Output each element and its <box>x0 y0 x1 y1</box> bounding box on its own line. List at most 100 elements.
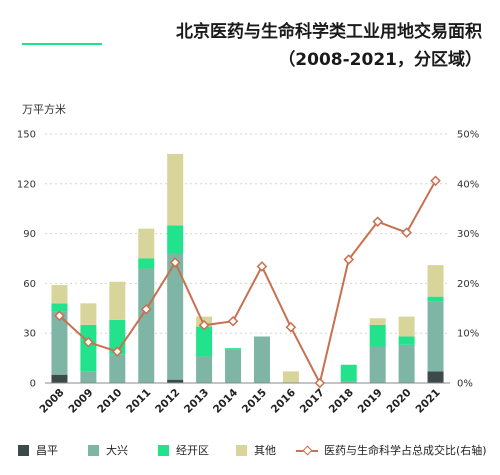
y-axis-ticks: 0 30 60 90 120 150 <box>17 130 36 390</box>
legend-item-jingkai: 经开区 <box>158 441 209 459</box>
grid-lines <box>45 133 450 334</box>
bar-daxing <box>80 371 97 383</box>
bar-other <box>369 318 386 325</box>
chart-title-line2: （2008-2021，分区域） <box>278 50 482 70</box>
x-tick-label: 2015 <box>240 387 269 416</box>
legend-swatch-jingkai <box>158 444 169 456</box>
x-tick-label: 2019 <box>356 387 385 416</box>
x-tick-label: 2013 <box>182 387 211 416</box>
bar-jingkai <box>80 324 97 372</box>
bar-other <box>51 285 68 304</box>
y2-tick-label: 30% <box>457 229 479 240</box>
bar-other <box>138 228 155 259</box>
bar-daxing <box>427 301 444 372</box>
y2-tick-label: 0% <box>457 379 473 390</box>
accent-line <box>22 43 102 45</box>
y-tick-label: 120 <box>17 179 36 190</box>
bar-daxing <box>369 346 386 383</box>
legend-swatch-ratio-line <box>296 445 318 456</box>
x-tick-label: 2010 <box>95 387 124 416</box>
y-tick-label: 30 <box>23 329 36 340</box>
y2-tick-label: 40% <box>457 179 479 190</box>
ratio-line-marker <box>227 315 239 327</box>
bar-other <box>80 303 97 325</box>
bar-jingkai <box>225 348 242 350</box>
bar-daxing <box>398 344 415 383</box>
x-tick-label: 2012 <box>153 387 182 416</box>
legend-item-ratio-line: 医药与生命科学占总成交比(右轴) <box>296 441 487 459</box>
bar-daxing <box>109 354 126 383</box>
ratio-line <box>54 175 441 389</box>
ratio-line-marker <box>83 336 94 348</box>
bar-changping <box>167 379 184 383</box>
y-tick-label: 150 <box>17 130 36 141</box>
bar-daxing <box>225 349 242 383</box>
legend-swatch-other <box>236 444 247 456</box>
bar-jingkai <box>51 303 68 312</box>
legend-label-other: 其他 <box>254 444 276 457</box>
bar-jingkai <box>167 225 184 254</box>
bar-jingkai <box>369 324 386 347</box>
bar-other <box>427 265 444 297</box>
legend-item-changping: 昌平 <box>18 441 58 459</box>
bar-changping <box>427 371 444 383</box>
legend-item-other: 其他 <box>236 441 276 459</box>
chart-title-line1: 北京医药与生命科学类工业用地交易面积 <box>176 22 482 42</box>
x-tick-label: 2018 <box>327 387 356 416</box>
bar-jingkai <box>138 258 155 269</box>
y-tick-label: 0 <box>30 379 36 390</box>
ratio-line-marker <box>314 377 326 389</box>
ratio-line-marker <box>372 216 383 227</box>
legend-label-daxing: 大兴 <box>106 444 128 457</box>
ratio-line-marker <box>140 303 152 315</box>
bar-other <box>109 281 126 320</box>
legend-label-changping: 昌平 <box>36 444 58 457</box>
x-axis-ticks: 2008 2009 2010 2011 2012 2013 2014 2015 2016 2017… <box>37 387 442 416</box>
legend-swatch-daxing <box>88 444 99 456</box>
bar-daxing <box>138 268 155 383</box>
bar-daxing <box>167 253 184 380</box>
ratio-line-marker <box>256 261 268 272</box>
x-tick-label: 2021 <box>413 387 442 416</box>
bar-daxing <box>253 336 270 383</box>
bar-jingkai <box>427 296 444 302</box>
legend-swatch-changping <box>18 444 29 456</box>
x-tick-label: 2009 <box>66 387 95 416</box>
y2-tick-label: 20% <box>457 279 479 290</box>
legend: 昌平 大兴 经开区 其他 医药与生命科学占总成交比(右轴) <box>18 441 498 459</box>
bar-other <box>167 153 184 226</box>
x-tick-label: 2016 <box>269 387 298 416</box>
x-tick-label: 2008 <box>37 387 66 416</box>
bar-jingkai <box>196 326 213 357</box>
ratio-line-marker <box>169 257 181 268</box>
ratio-line-marker <box>430 175 441 187</box>
bar-jingkai <box>340 364 357 382</box>
ratio-line-marker <box>401 227 412 238</box>
ratio-line-marker <box>285 321 297 333</box>
y-tick-label: 90 <box>23 229 36 240</box>
legend-label-ratio-line: 医药与生命科学占总成交比(右轴) <box>324 444 487 457</box>
y-tick-label: 60 <box>23 279 36 290</box>
y-axis-label: 万平方米 <box>22 103 66 116</box>
legend-item-daxing: 大兴 <box>88 441 128 459</box>
chart-title: 北京医药与生命科学类工业用地交易面积 （2008-2021，分区域） <box>176 18 482 74</box>
bar-other <box>282 371 299 383</box>
bar-daxing <box>51 311 68 375</box>
x-tick-label: 2014 <box>211 387 240 416</box>
ratio-line-marker <box>198 319 210 331</box>
ratio-line-marker <box>54 310 65 322</box>
bar-changping <box>51 374 68 383</box>
ratio-line-path <box>58 180 437 386</box>
x-tick-label: 2020 <box>385 387 414 416</box>
bar-daxing <box>340 381 357 383</box>
bar-jingkai <box>398 336 415 345</box>
bar-daxing <box>196 356 213 383</box>
y2-axis-ticks: 0% 10% 20% 30% 40% 50% <box>457 130 479 390</box>
y2-tick-label: 50% <box>457 130 479 141</box>
x-tick-label: 2011 <box>124 387 153 416</box>
ratio-line-marker <box>112 346 123 357</box>
x-tick-label: 2017 <box>298 387 327 416</box>
y2-tick-label: 10% <box>457 329 479 340</box>
legend-label-jingkai: 经开区 <box>176 444 209 457</box>
